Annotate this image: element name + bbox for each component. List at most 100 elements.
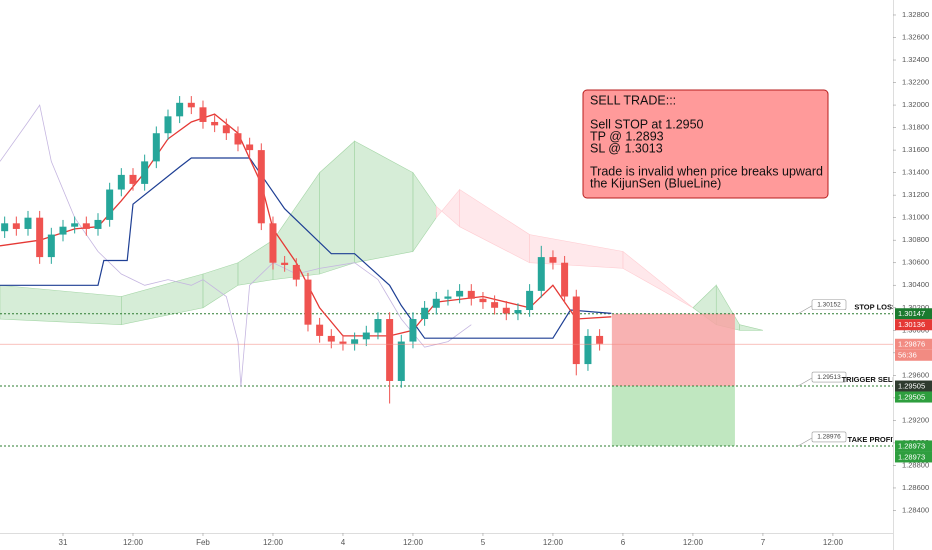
- candle-body: [351, 339, 359, 344]
- candle-body: [409, 319, 417, 342]
- y-tick-label: 1.32400: [902, 55, 929, 64]
- level-price-box-label: 1.29513: [817, 374, 841, 381]
- x-tick-label: Feb: [196, 538, 210, 547]
- candle-body: [397, 341, 405, 381]
- candle-body: [199, 107, 207, 122]
- y-tick-label: 1.31000: [902, 213, 929, 222]
- price-tag: [895, 349, 932, 361]
- note-line: SELL TRADE:::: [590, 93, 676, 107]
- x-tick-label: 31: [59, 538, 68, 547]
- candle-body: [222, 125, 230, 134]
- price-tag: [895, 308, 932, 320]
- candle-body: [24, 217, 32, 229]
- candle-body: [526, 290, 534, 311]
- x-tick-label: 5: [481, 538, 486, 547]
- y-tick-label: 1.31600: [902, 145, 929, 154]
- price-tag-label: 1.28973: [898, 452, 925, 461]
- level-leader: [797, 305, 813, 315]
- candle-body: [456, 290, 464, 297]
- cloud-segment: [739, 324, 763, 331]
- candle-body: [584, 335, 592, 365]
- y-tick-label: 1.28800: [902, 460, 929, 469]
- x-tick-label: 7: [761, 538, 766, 547]
- candle-body: [432, 298, 440, 308]
- candle-body: [211, 121, 219, 126]
- x-tick-label: 12:00: [263, 538, 284, 547]
- candle-body: [176, 102, 184, 117]
- y-tick-label: 1.30600: [902, 258, 929, 267]
- level-label: TRIGGER SELL: [842, 375, 898, 384]
- candle-body: [561, 262, 569, 297]
- candle-body: [491, 302, 499, 308]
- price-tag-label: 1.28973: [898, 441, 925, 450]
- candle-body: [281, 262, 289, 265]
- y-tick-label: 1.28400: [902, 505, 929, 514]
- note-line: SL @ 1.3013: [590, 141, 663, 155]
- candle-body: [234, 133, 242, 145]
- candle-body: [257, 150, 265, 224]
- candle-body: [246, 144, 254, 151]
- candle-body: [106, 189, 114, 220]
- y-tick-label: 1.31400: [902, 168, 929, 177]
- x-tick-label: 4: [341, 538, 346, 547]
- indicator-line: [0, 104, 472, 387]
- candle-body: [12, 223, 20, 229]
- x-tick-label: 12:00: [403, 538, 424, 547]
- candle-body: [316, 324, 324, 336]
- reward-zone: [611, 386, 735, 446]
- x-tick-label: 12:00: [123, 538, 144, 547]
- candle-body: [479, 298, 487, 303]
- y-tick-label: 1.32600: [902, 32, 929, 41]
- level-leader: [797, 437, 813, 447]
- candle-body: [36, 217, 44, 258]
- candle-body: [187, 102, 195, 108]
- candle-body: [549, 257, 557, 263]
- candle-body: [362, 332, 370, 340]
- candle-body: [467, 290, 475, 299]
- candle-body: [129, 174, 137, 184]
- candle-body: [94, 219, 102, 229]
- candle-body: [444, 296, 452, 299]
- candle-body: [82, 223, 90, 229]
- price-tag-label: 1.30136: [898, 320, 925, 329]
- level-price-box: [811, 431, 847, 443]
- price-tag: [895, 380, 932, 392]
- candle-body: [292, 264, 300, 280]
- y-tick-label: 1.29600: [902, 370, 929, 379]
- cloud-segment: [622, 250, 694, 309]
- level-price-box-label: 1.28976: [817, 434, 841, 441]
- price-tag: [895, 319, 932, 331]
- candle-body: [59, 226, 67, 235]
- price-tag: [895, 451, 932, 463]
- price-tag-label: 1.29505: [898, 382, 925, 391]
- candle-body: [164, 116, 172, 134]
- level-price-box-label: 1.30152: [817, 301, 841, 308]
- candle-body: [374, 319, 382, 333]
- level-price-box: [811, 299, 847, 311]
- candle-body: [269, 223, 277, 263]
- indicator-line: [0, 157, 612, 339]
- y-tick-label: 1.31800: [902, 123, 929, 132]
- candle-body: [514, 310, 522, 314]
- candle-body: [327, 335, 335, 342]
- candle-body: [537, 257, 545, 291]
- candle-body: [339, 341, 347, 344]
- candle-body: [572, 296, 580, 365]
- note-line: Sell STOP at 1.2950: [590, 117, 704, 131]
- y-tick-label: 1.30400: [902, 280, 929, 289]
- price-tag-label: 1.29876: [898, 340, 925, 349]
- level-leader: [797, 377, 813, 387]
- y-tick-label: 1.28600: [902, 483, 929, 492]
- level-label: TAKE PROFIT: [848, 435, 898, 444]
- y-tick-label: 1.32000: [902, 100, 929, 109]
- candle-body: [71, 223, 79, 227]
- note-line: the KijunSen (BlueLine): [590, 176, 721, 190]
- candle-body: [596, 335, 604, 344]
- y-tick-label: 1.30200: [902, 303, 929, 312]
- candle-body: [47, 234, 55, 258]
- candle-body: [152, 133, 160, 162]
- y-tick-label: 1.31200: [902, 190, 929, 199]
- y-tick-label: 1.32200: [902, 78, 929, 87]
